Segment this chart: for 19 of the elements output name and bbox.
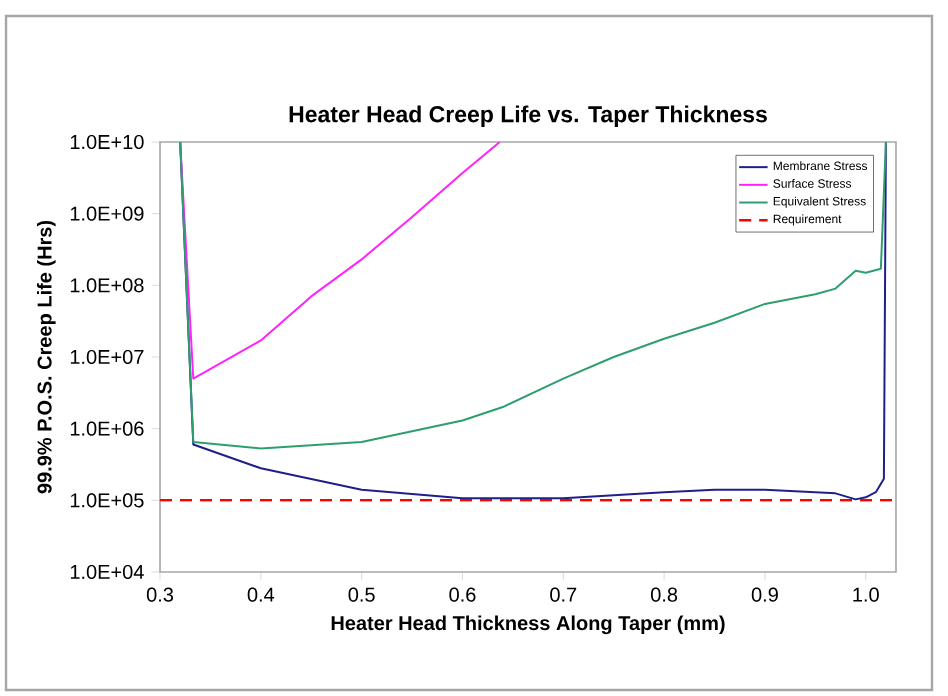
y-tick-label: 1.0E+07 bbox=[70, 349, 144, 365]
y-tick-label: 1.0E+04 bbox=[70, 564, 144, 580]
y-axis-title: 99.9% P.O.S. Creep Life (Hrs) bbox=[36, 220, 56, 494]
x-tick-label: 1.0 bbox=[853, 587, 879, 602]
x-tick-label: 0.8 bbox=[650, 587, 678, 602]
y-tick-label: 1.0E+05 bbox=[70, 493, 144, 508]
x-tick-label: 0.6 bbox=[449, 587, 476, 602]
line-series bbox=[179, 142, 501, 380]
y-tick-label: 1.0E+06 bbox=[70, 421, 144, 436]
x-tick-label: 0.3 bbox=[146, 587, 174, 602]
x-tick-label: 0.5 bbox=[348, 587, 375, 602]
y-tick-label: 1.0E+08 bbox=[70, 278, 144, 293]
y-tick-label: 1.0E+09 bbox=[70, 206, 144, 221]
x-tick-label: 0.7 bbox=[550, 587, 577, 602]
x-tick-label: 0.9 bbox=[751, 587, 778, 602]
x-axis-title: Heater Head Thickness Along Taper (mm) bbox=[331, 615, 725, 635]
x-tick-label: 0.4 bbox=[247, 587, 275, 602]
y-tick-label: 1.0E+10 bbox=[70, 134, 144, 150]
chart-title: Heater Head Creep Life vs. Taper Thickness bbox=[289, 105, 767, 127]
